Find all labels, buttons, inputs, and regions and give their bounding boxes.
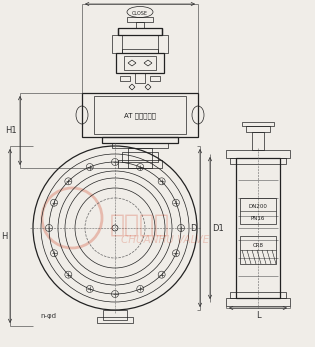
Bar [240, 236, 276, 264]
Text: n-φd: n-φd [40, 313, 56, 319]
Text: DN200: DN200 [249, 203, 267, 209]
Bar [230, 158, 286, 164]
Text: PN16: PN16 [251, 215, 265, 220]
Bar [120, 76, 130, 81]
Text: CLOSE: CLOSE [132, 10, 148, 16]
Text: AT 气动执行器: AT 气动执行器 [124, 113, 156, 119]
Bar [226, 298, 290, 306]
Bar [102, 137, 178, 143]
Bar [150, 76, 160, 81]
Bar [94, 96, 186, 134]
Text: A: A [137, 0, 143, 2]
Bar [135, 73, 145, 83]
Bar [240, 198, 276, 224]
Bar [127, 17, 153, 22]
Bar [242, 122, 274, 126]
Bar [103, 310, 127, 320]
Text: CHUANHU VALVE: CHUANHU VALVE [121, 235, 209, 245]
Bar [118, 160, 162, 168]
Bar [158, 35, 168, 53]
Bar [246, 126, 270, 132]
Bar [124, 56, 156, 70]
Bar [136, 22, 144, 28]
Text: L: L [256, 311, 260, 320]
Bar [97, 317, 133, 323]
Bar [236, 158, 280, 298]
Bar [82, 93, 198, 137]
Bar [252, 132, 264, 150]
Text: H1: H1 [5, 126, 17, 135]
Bar [122, 49, 158, 53]
Bar [128, 148, 152, 168]
Bar [118, 28, 162, 35]
Bar [112, 143, 168, 148]
Bar [112, 35, 122, 53]
Bar [116, 53, 164, 73]
Bar [230, 292, 286, 298]
Bar [226, 150, 290, 158]
Text: D1: D1 [212, 223, 224, 232]
Text: 川沪阀门: 川沪阀门 [110, 213, 170, 237]
Text: CR8: CR8 [253, 243, 264, 247]
Bar [122, 152, 158, 162]
Text: D: D [191, 223, 197, 232]
Text: H: H [1, 231, 7, 240]
